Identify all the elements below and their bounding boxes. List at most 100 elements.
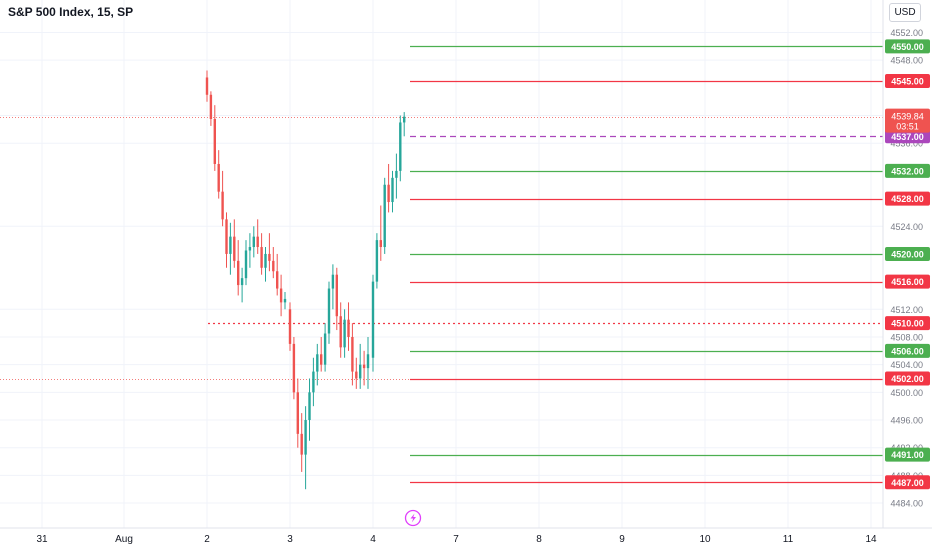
level-label-text: 4516.00: [891, 277, 924, 287]
candle-body: [209, 94, 213, 119]
candle-body: [237, 260, 240, 286]
x-tick-label: 9: [619, 534, 625, 545]
x-tick-label: 7: [453, 534, 459, 545]
price-levels: [0, 45, 883, 484]
candle-body: [288, 309, 292, 344]
level-label-text: 4545.00: [891, 76, 924, 86]
candle-body: [359, 364, 362, 379]
candle-body: [323, 333, 327, 365]
candle-body: [248, 247, 252, 251]
candle-body: [229, 236, 232, 254]
level-label-text: 4537.00: [891, 132, 924, 142]
level-label-text: 4491.00: [891, 450, 924, 460]
countdown-timer: 03:51: [896, 122, 919, 132]
candle-body: [335, 274, 338, 317]
candle-body: [221, 191, 224, 220]
candle-body: [331, 274, 335, 289]
candle-body: [292, 343, 296, 393]
y-tick-label: 4512.00: [890, 305, 923, 315]
level-label-text: 4532.00: [891, 166, 924, 176]
level-label-text: 4506.00: [891, 346, 924, 356]
candle-body: [351, 336, 354, 372]
y-tick-label: 4548.00: [890, 56, 923, 66]
candle-body: [233, 236, 236, 261]
candle-body: [403, 116, 406, 123]
candle-body: [283, 298, 287, 303]
level-label-text: 4550.00: [891, 42, 924, 52]
level-label-box: [885, 447, 930, 462]
candles: [205, 70, 406, 490]
current-price-box: [885, 108, 930, 133]
candle-body: [300, 433, 303, 455]
candle-body: [272, 260, 275, 272]
level-label-box: [885, 163, 930, 178]
candle-body: [355, 371, 358, 379]
level-label-text: 4502.00: [891, 374, 924, 384]
candle-body: [362, 364, 366, 369]
candle-body: [383, 184, 386, 248]
candle-body: [379, 240, 382, 248]
price-axis[interactable]: 4552.004548.004540.004536.004524.004512.…: [890, 28, 923, 509]
level-label-box: [885, 316, 930, 331]
level-label-box: [885, 371, 930, 386]
x-tick-label: 2: [204, 534, 210, 545]
candle-body: [387, 184, 390, 203]
candle-body: [375, 240, 379, 282]
candle-body: [296, 392, 299, 434]
level-label-text: 4520.00: [891, 249, 924, 259]
candle-body: [244, 250, 248, 279]
y-tick-label: 4508.00: [890, 332, 923, 342]
level-label-box: [885, 274, 930, 289]
grid: [0, 0, 883, 528]
candle-body: [320, 354, 323, 365]
candle-body: [327, 288, 331, 334]
x-tick-label: 14: [865, 534, 877, 545]
level-labels: 4550.00 4545.00 4537.00 4532.00 4528.00 4520.…: [885, 39, 930, 490]
candle-body: [276, 271, 279, 289]
y-tick-label: 4484.00: [890, 499, 923, 509]
candle-body: [343, 319, 346, 348]
level-label-box: [885, 191, 930, 206]
x-tick-label: 4: [370, 534, 376, 545]
candle-body: [339, 316, 342, 348]
level-label-box: [885, 343, 930, 358]
x-tick-label: 8: [536, 534, 542, 545]
current-price-value: 4539.84: [891, 112, 924, 122]
candle-body: [399, 122, 402, 171]
candle-body: [316, 354, 319, 372]
candle-body: [260, 247, 263, 268]
candle-body: [347, 319, 350, 337]
candle-body: [240, 278, 244, 286]
candle-body: [205, 77, 209, 95]
candle-body: [391, 177, 394, 203]
x-tick-label: 10: [699, 534, 711, 545]
y-tick-label: 4500.00: [890, 388, 923, 398]
level-label-box: [885, 39, 930, 54]
candle-body: [213, 119, 216, 164]
candle-body: [268, 253, 271, 261]
x-tick-label: 11: [783, 534, 794, 545]
candle-body: [279, 288, 283, 303]
time-axis[interactable]: 31 Aug 2 3 4 7 8 9 10 11 14: [36, 534, 877, 545]
symbol-title: S&P 500 Index, 15, SP: [8, 5, 134, 19]
candle-body: [225, 219, 228, 254]
x-tick-label: Aug: [115, 534, 133, 545]
x-tick-label: 3: [287, 534, 293, 545]
candle-body: [371, 281, 375, 358]
level-label-box: [885, 475, 930, 490]
y-tick-label: 4536.00: [890, 139, 923, 149]
candle-body: [217, 163, 220, 192]
bolt-icon[interactable]: [404, 509, 422, 527]
candle-body: [252, 236, 255, 248]
level-label-box: [885, 73, 930, 88]
candle-body: [395, 170, 398, 178]
level-label-box: [885, 129, 930, 144]
y-tick-label: 4504.00: [890, 360, 923, 370]
candle-body: [304, 420, 307, 455]
y-tick-label: 4524.00: [890, 222, 923, 232]
candle-body: [256, 236, 259, 248]
level-label-text: 4487.00: [891, 478, 924, 488]
currency-button[interactable]: USD: [889, 3, 921, 22]
